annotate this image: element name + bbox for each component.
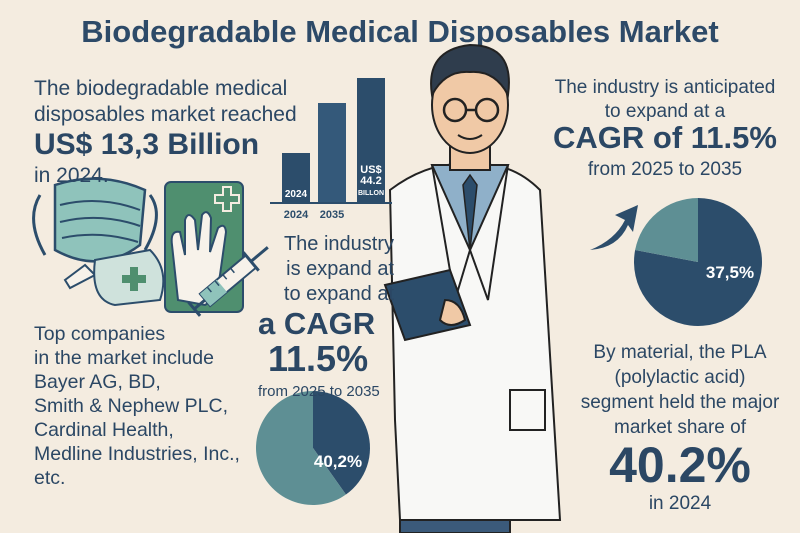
face-mask-icon: [32, 177, 158, 263]
market-reached-text: The biodegradable medical disposables ma…: [34, 76, 297, 128]
bottle-icon: [63, 248, 165, 307]
market-year: in 2024.: [34, 164, 109, 187]
middle-period: from 2025 to 2035: [258, 383, 380, 400]
bar-chart: 2024 US$44.2 BILLON 2024 2035: [270, 78, 392, 221]
text-line: disposables market reached: [34, 103, 297, 126]
text-line: in the market include: [34, 347, 214, 369]
bar: [357, 78, 385, 203]
pie-label: 40,2%: [314, 452, 362, 471]
text-line: (polylactic acid): [614, 367, 746, 388]
right-period: from 2025 to 2035: [587, 159, 743, 180]
company-item: etc.: [34, 467, 66, 489]
text-line: The biodegradable medical: [34, 77, 288, 100]
text-line: to expand at: [283, 283, 394, 305]
bar-label: 2024: [285, 189, 308, 200]
right-top-text: The industry is anticipated to expand at…: [540, 76, 790, 124]
company-item: Bayer AG, BD,: [34, 371, 161, 393]
bar: [318, 103, 346, 203]
doctor-illustration: [383, 43, 562, 533]
x-tick-label: 2035: [320, 209, 344, 221]
middle-growth-text: The industry is expand at to expand at: [262, 232, 394, 307]
syringe-icon: [187, 246, 269, 317]
text-line: to expand at a: [604, 101, 726, 122]
text-line: is expand at: [286, 258, 394, 280]
market-value: US$ 13,3 Billion: [34, 128, 260, 161]
text-line: The industry is anticipated: [554, 77, 776, 98]
bar-label: 44.2: [360, 175, 381, 187]
text-line: The industry: [283, 233, 394, 255]
x-tick-label: 2024: [284, 209, 309, 221]
pie-chart-37-5: 37,5%: [633, 198, 762, 326]
middle-cagr-label: a CAGR: [258, 306, 376, 341]
arrow-up-icon: [590, 205, 638, 250]
top-companies-list: Top companies in the market include Baye…: [34, 322, 240, 490]
company-item: Smith & Nephew PLC,: [34, 395, 229, 417]
page-title: Biodegradable Medical Disposables Market: [81, 14, 719, 49]
company-item: Medline Industries, Inc.,: [34, 443, 240, 465]
pie-slice: [255, 391, 346, 505]
pie-slice: [313, 391, 370, 495]
pla-share-text: By material, the PLA (polylactic acid) s…: [560, 340, 800, 440]
pie-label: 37,5%: [706, 263, 754, 282]
right-cagr: CAGR of 11.5%: [553, 120, 777, 155]
bar: [282, 153, 310, 203]
pla-share-year: in 2024: [648, 493, 712, 514]
pie-chart-40-2: 40,2%: [255, 391, 370, 505]
bar-label: US$: [360, 164, 381, 176]
pie-slice: [635, 198, 698, 262]
text-line: segment held the major: [580, 392, 780, 413]
text-line: market share of: [614, 417, 746, 438]
text-line: By material, the PLA: [593, 342, 767, 363]
bar-label: BILLON: [358, 190, 384, 197]
text-line: Top companies: [34, 323, 166, 345]
pla-share-value: 40.2%: [609, 437, 751, 493]
middle-cagr-value: 11.5%: [268, 338, 369, 379]
company-item: Cardinal Health,: [34, 419, 174, 441]
